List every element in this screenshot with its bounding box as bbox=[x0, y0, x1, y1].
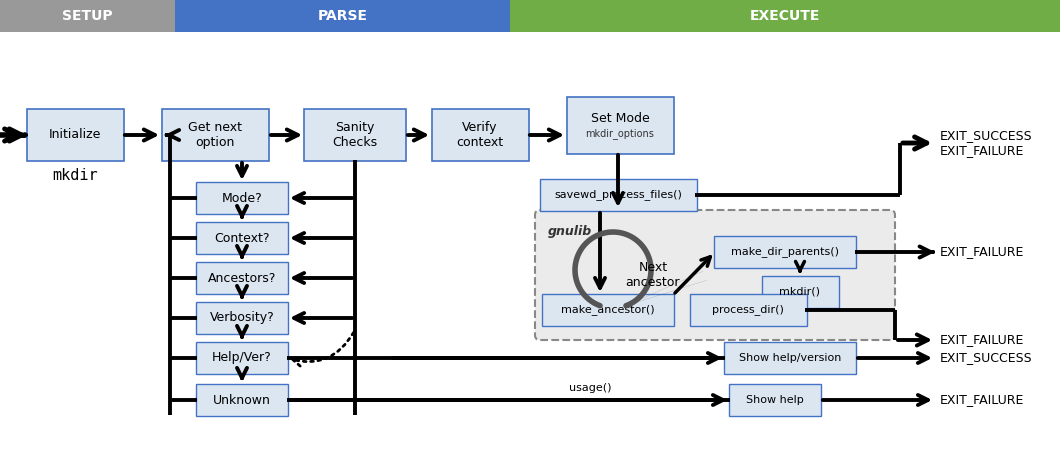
Text: Set Mode: Set Mode bbox=[590, 112, 650, 125]
FancyBboxPatch shape bbox=[26, 109, 124, 161]
FancyBboxPatch shape bbox=[566, 96, 673, 153]
Text: savewd_process_files(): savewd_process_files() bbox=[554, 189, 682, 200]
Text: Verify
context: Verify context bbox=[457, 121, 504, 149]
Text: EXIT_FAILURE: EXIT_FAILURE bbox=[940, 333, 1024, 346]
FancyBboxPatch shape bbox=[196, 262, 288, 294]
FancyBboxPatch shape bbox=[729, 384, 822, 416]
Text: EXIT_SUCCESS
EXIT_FAILURE: EXIT_SUCCESS EXIT_FAILURE bbox=[940, 129, 1032, 157]
Text: mkdir(): mkdir() bbox=[779, 287, 820, 297]
Text: EXIT_FAILURE: EXIT_FAILURE bbox=[940, 393, 1024, 406]
FancyBboxPatch shape bbox=[761, 276, 838, 308]
FancyBboxPatch shape bbox=[161, 109, 268, 161]
Text: Unknown: Unknown bbox=[213, 393, 271, 406]
FancyBboxPatch shape bbox=[535, 210, 895, 340]
Text: EXECUTE: EXECUTE bbox=[749, 9, 820, 23]
FancyBboxPatch shape bbox=[431, 109, 529, 161]
Bar bbox=[0, 0, 175, 32]
Text: Next
ancestor: Next ancestor bbox=[625, 261, 681, 289]
Text: Initialize: Initialize bbox=[49, 129, 101, 141]
Text: mkdir: mkdir bbox=[52, 167, 98, 183]
FancyBboxPatch shape bbox=[689, 294, 807, 326]
FancyBboxPatch shape bbox=[196, 182, 288, 214]
Text: gnulib: gnulib bbox=[548, 225, 593, 238]
FancyBboxPatch shape bbox=[196, 302, 288, 334]
Text: Show help/version: Show help/version bbox=[739, 353, 842, 363]
Text: Ancestors?: Ancestors? bbox=[208, 271, 277, 284]
Text: usage(): usage() bbox=[569, 383, 612, 393]
Text: Show help: Show help bbox=[746, 395, 803, 405]
FancyBboxPatch shape bbox=[196, 222, 288, 254]
FancyBboxPatch shape bbox=[542, 294, 674, 326]
FancyBboxPatch shape bbox=[196, 342, 288, 374]
Text: Verbosity?: Verbosity? bbox=[210, 311, 275, 324]
Bar bbox=[175, 0, 510, 32]
FancyArrowPatch shape bbox=[10, 129, 25, 141]
Text: Context?: Context? bbox=[214, 231, 269, 244]
FancyBboxPatch shape bbox=[540, 179, 696, 211]
Text: EXIT_SUCCESS: EXIT_SUCCESS bbox=[940, 351, 1032, 364]
Bar bbox=[510, 0, 1060, 32]
Text: Mode?: Mode? bbox=[222, 192, 263, 204]
Text: SETUP: SETUP bbox=[63, 9, 112, 23]
FancyBboxPatch shape bbox=[304, 109, 406, 161]
FancyArrowPatch shape bbox=[4, 129, 21, 141]
Text: make_dir_parents(): make_dir_parents() bbox=[731, 247, 840, 257]
FancyBboxPatch shape bbox=[714, 236, 856, 268]
Text: mkdir_options: mkdir_options bbox=[585, 129, 654, 140]
Text: Get next
option: Get next option bbox=[188, 121, 242, 149]
FancyBboxPatch shape bbox=[724, 342, 856, 374]
Text: Sanity
Checks: Sanity Checks bbox=[333, 121, 377, 149]
FancyBboxPatch shape bbox=[196, 384, 288, 416]
Text: EXIT_FAILURE: EXIT_FAILURE bbox=[940, 246, 1024, 258]
Text: process_dir(): process_dir() bbox=[712, 305, 784, 315]
Text: Help/Ver?: Help/Ver? bbox=[212, 351, 271, 364]
Text: PARSE: PARSE bbox=[318, 9, 368, 23]
Text: make_ancestor(): make_ancestor() bbox=[561, 305, 655, 315]
